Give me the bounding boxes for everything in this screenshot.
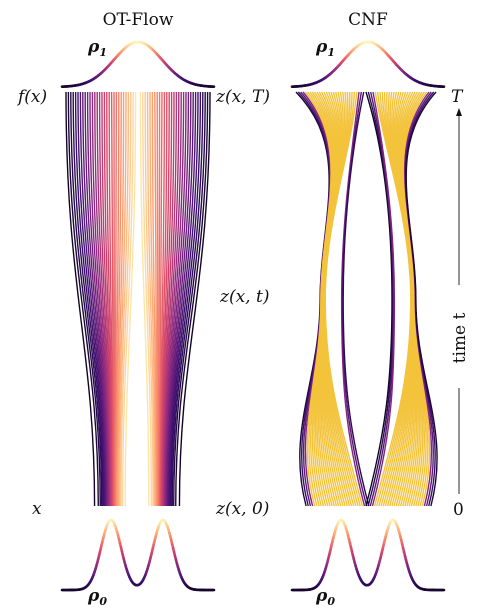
ot-flow-trajectory [65, 91, 96, 507]
ot-flow-trajectory [117, 91, 127, 507]
ot-flow-trajectory [166, 91, 190, 507]
label-x: x [32, 499, 42, 519]
cnf-trajectory [367, 91, 394, 507]
rho0-label-left: ρ0 [87, 586, 107, 608]
ot-flow-trajectory [74, 91, 104, 507]
ot-flow-trajectory [114, 91, 118, 507]
ot-flow-trajectory [110, 91, 115, 507]
ot-flow-trajectory [162, 91, 178, 507]
ot-flow-trajectory [116, 91, 125, 507]
ot-flow-trajectory [164, 91, 182, 507]
ot-flow-trajectory [70, 91, 101, 507]
label-z-x-T: z(x, T) [215, 87, 270, 107]
cnf-trajectory [371, 91, 396, 507]
title-cnf: CNF [348, 10, 388, 30]
title-ot-flow: OT-Flow [103, 10, 174, 30]
ot-flow-trajectory [146, 91, 156, 507]
ot-flow-trajectory [149, 91, 157, 507]
ot-flow-trajectories [65, 91, 211, 507]
ot-flow-trajectory [163, 91, 180, 507]
ot-flow-trajectory [77, 91, 105, 507]
ot-flow-trajectory [159, 91, 166, 507]
ot-flow-trajectory [72, 91, 103, 507]
ot-flow-trajectory [167, 91, 194, 507]
time-axis-top-label: T [451, 87, 464, 107]
ot-flow-trajectory [139, 91, 150, 507]
cnf-trajectories [295, 91, 438, 507]
rho0-label-right: ρ0 [315, 586, 335, 608]
ot-flow-trajectory [120, 91, 132, 507]
ot-flow-trajectory [144, 91, 154, 507]
ot-flow-trajectory [160, 91, 168, 507]
cnf-trajectory [405, 91, 438, 507]
ot-flow-trajectory [79, 91, 106, 507]
ot-flow-trajectory [161, 91, 173, 507]
ot-flow-trajectory [171, 91, 204, 507]
time-axis-label: time t [450, 312, 470, 363]
cnf-trajectory [365, 91, 393, 507]
ot-flow-trajectory [86, 91, 108, 507]
ot-flow-trajectory [165, 91, 187, 507]
rho1-label-right: ρ1 [315, 37, 335, 59]
rho0-density-cnf [290, 518, 446, 592]
rho1-density-cnf [290, 40, 446, 89]
ot-flow-trajectory [169, 91, 199, 507]
ot-flow-trajectory [151, 91, 158, 507]
ot-flow-trajectory [82, 91, 107, 507]
ot-flow-trajectory [156, 91, 159, 507]
ot-flow-trajectory [124, 91, 137, 507]
cnf-trajectory [342, 91, 370, 507]
ot-flow-trajectory [116, 91, 122, 507]
rho1-label-left: ρ1 [87, 37, 107, 59]
rho0-density-ot-flow [60, 518, 216, 592]
ot-flow-trajectory [67, 91, 99, 507]
ot-flow-trajectory [158, 91, 163, 507]
label-z-x-0: z(x, 0) [215, 499, 269, 519]
ot-flow-trajectory [170, 91, 202, 507]
ot-flow-trajectory [91, 91, 110, 507]
ot-flow-trajectory [175, 91, 209, 507]
ot-flow-trajectory [121, 91, 134, 507]
ot-flow-trajectory [173, 91, 206, 507]
ot-flow-trajectory [118, 91, 130, 507]
ot-flow-trajectory [166, 91, 192, 507]
ot-flow-trajectory [160, 91, 170, 507]
ot-flow-trajectory [158, 91, 161, 507]
ot-flow-trajectory [89, 91, 109, 507]
cnf-trajectory [369, 91, 395, 507]
time-axis-arrowhead [456, 108, 462, 116]
ot-flow-trajectory [178, 91, 211, 507]
ot-flow-trajectory [115, 91, 120, 507]
ot-flow-trajectory [154, 91, 158, 507]
time-axis-bottom-label: 0 [453, 500, 464, 520]
label-f-x: f(x) [16, 87, 47, 107]
cnf-trajectory [340, 91, 366, 507]
label-z-x-t: z(x, t) [219, 287, 269, 307]
ot-flow-trajectory [168, 91, 197, 507]
cnf-trajectory [341, 91, 368, 507]
ot-flow-trajectory [164, 91, 185, 507]
ot-flow-trajectory [84, 91, 108, 507]
cnf-trajectory [324, 91, 364, 507]
ot-flow-trajectory [142, 91, 153, 507]
ot-flow-trajectory [162, 91, 175, 507]
rho1-density-ot-flow [60, 40, 216, 89]
